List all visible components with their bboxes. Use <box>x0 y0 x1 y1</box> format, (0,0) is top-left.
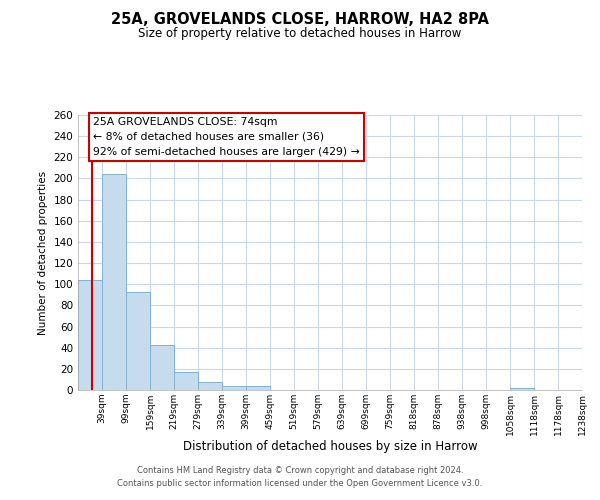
Bar <box>510 388 534 390</box>
Text: 25A, GROVELANDS CLOSE, HARROW, HA2 8PA: 25A, GROVELANDS CLOSE, HARROW, HA2 8PA <box>111 12 489 28</box>
Bar <box>150 344 174 390</box>
Bar <box>126 292 150 390</box>
Text: 25A GROVELANDS CLOSE: 74sqm
← 8% of detached houses are smaller (36)
92% of semi: 25A GROVELANDS CLOSE: 74sqm ← 8% of deta… <box>93 117 359 156</box>
X-axis label: Distribution of detached houses by size in Harrow: Distribution of detached houses by size … <box>182 440 478 454</box>
Text: Contains HM Land Registry data © Crown copyright and database right 2024.
Contai: Contains HM Land Registry data © Crown c… <box>118 466 482 487</box>
Text: Size of property relative to detached houses in Harrow: Size of property relative to detached ho… <box>139 28 461 40</box>
Bar <box>102 174 126 390</box>
Bar <box>198 382 222 390</box>
Bar <box>174 372 198 390</box>
Bar <box>78 280 102 390</box>
Bar <box>246 386 270 390</box>
Bar <box>222 386 246 390</box>
Y-axis label: Number of detached properties: Number of detached properties <box>38 170 48 334</box>
